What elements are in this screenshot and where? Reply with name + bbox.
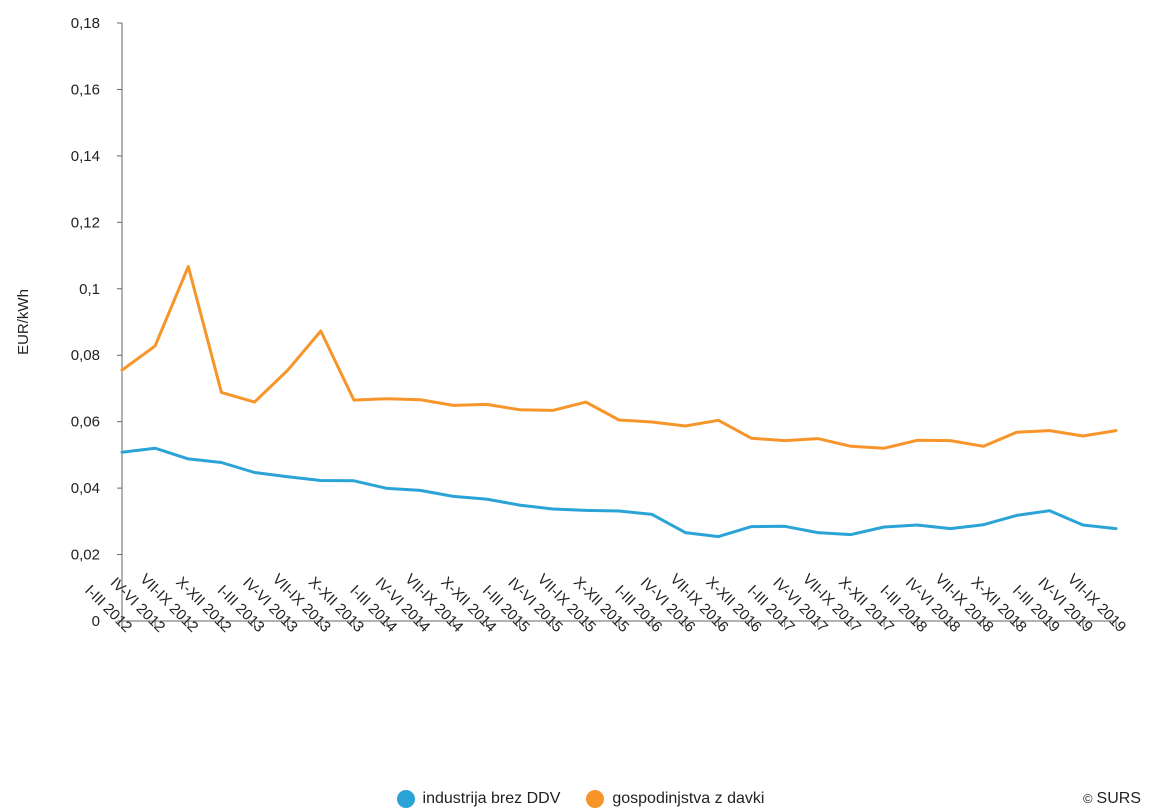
y-tick-label: 0,16 — [71, 81, 100, 98]
legend: industrija brez DDV gospodinjstva z davk… — [0, 786, 1161, 812]
y-tick-label: 0,02 — [71, 547, 100, 564]
legend-label-gospodinjstva: gospodinjstva z davki — [612, 790, 765, 807]
y-axis: 0 0,02 0,04 0,06 0,08 0,1 0,12 0,14 0,16 0,18 — [71, 15, 123, 630]
y-tick-label: 0,18 — [71, 15, 100, 32]
series-line-industrija — [120, 446, 1118, 539]
y-tick-label: 0,06 — [71, 414, 100, 431]
legend-label-industrija: industrija brez DDV — [422, 790, 561, 807]
copyright-icon: © — [1082, 791, 1093, 806]
legend-item-gospodinjstva: gospodinjstva z davki — [586, 790, 764, 808]
y-tick-label: 0,14 — [71, 148, 100, 165]
legend-swatch-industrija — [396, 790, 415, 808]
y-tick-label: 0 — [92, 613, 100, 630]
legend-item-industrija: industrija brez DDV — [396, 790, 561, 808]
series-line-gospodinjstva — [120, 265, 1118, 450]
y-axis-title: EUR/kWh — [15, 289, 32, 355]
y-tick-label: 0,12 — [71, 214, 100, 231]
source-credit-label: SURS — [1096, 790, 1141, 807]
y-tick-label: 0,1 — [79, 281, 100, 298]
legend-swatch-gospodinjstva — [586, 790, 605, 808]
source-credit: © SURS — [1083, 790, 1141, 808]
y-tick-label: 0,08 — [71, 347, 100, 364]
line-chart: 0 0,02 0,04 0,06 0,08 0,1 0,12 0,14 0,16 0,18 I-I… — [15, 15, 1129, 636]
y-tick-label: 0,04 — [71, 480, 100, 497]
series-lines — [120, 265, 1118, 539]
